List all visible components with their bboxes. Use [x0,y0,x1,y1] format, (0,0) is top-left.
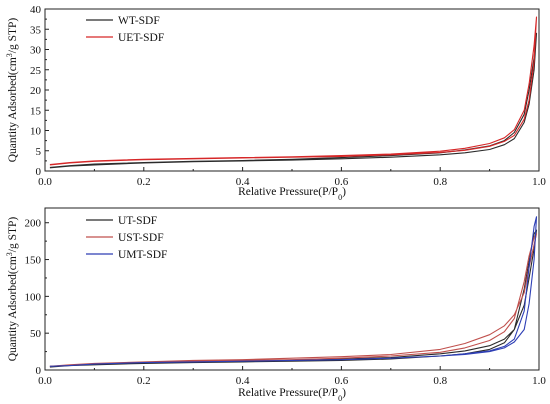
x-tick-label: 0.8 [433,176,447,188]
x-tick-label: 0.0 [38,176,52,188]
series-line-wt-sdf [49,32,538,169]
x-axis-title: Relative Pressure(P/P0) [238,186,346,202]
x-tick-label: 0.4 [236,375,250,387]
legend-label: WT-SDF [118,15,160,27]
x-tick-label: 0.6 [335,375,349,387]
legend-label: UET-SDF [118,32,164,44]
y-tick-label: 0 [36,365,42,377]
x-tick-label: 1.0 [532,176,546,188]
x-axis-title: Relative Pressure(P/P0) [238,387,346,403]
x-tick-label: 0.6 [335,176,349,188]
x-tick-label: 0.2 [137,375,151,387]
y-tick-label: 20 [30,85,42,97]
y-tick-label: 30 [30,45,42,57]
y-tick-label: 0 [36,166,42,178]
x-tick-label: 0.8 [433,375,447,387]
series-line-umt-sdf [49,216,538,367]
y-tick-label: 10 [30,126,42,138]
y-tick-label: 50 [30,328,42,340]
y-tick-label: 15 [30,105,42,117]
y-tick-label: 150 [25,255,42,267]
x-tick-label: 0.4 [236,176,250,188]
series-line-uet-sdf [49,16,538,166]
y-tick-label: 40 [30,4,42,16]
y-axis-title: Quantity Adsorbed(cm3/g STP) [5,217,20,362]
x-tick-label: 0.0 [38,375,52,387]
series-line-ust-sdf [49,233,538,367]
x-tick-label: 0.2 [137,176,151,188]
legend-label: UST-SDF [118,232,164,244]
y-tick-label: 100 [25,291,42,303]
x-tick-label: 1.0 [532,375,546,387]
y-tick-label: 25 [30,65,42,77]
y-tick-label: 200 [25,218,42,230]
legend-label: UMT-SDF [118,249,167,261]
y-axis-title: Quantity Adsorbed(cm3/g STP) [5,18,20,163]
chart-panel-2: 0.0 0.2 0.4 0.6 0.8 1.0 0 50 100 150 200 Relative P… [5,207,546,403]
y-tick-label: 5 [36,146,42,158]
chart-panel-1: 0.0 0.2 0.4 0.6 0.8 1.0 0 5 10 15 20 25 30 35 40 Relati… [5,4,547,202]
legend-label: UT-SDF [118,215,157,227]
y-tick-label: 35 [30,24,42,36]
